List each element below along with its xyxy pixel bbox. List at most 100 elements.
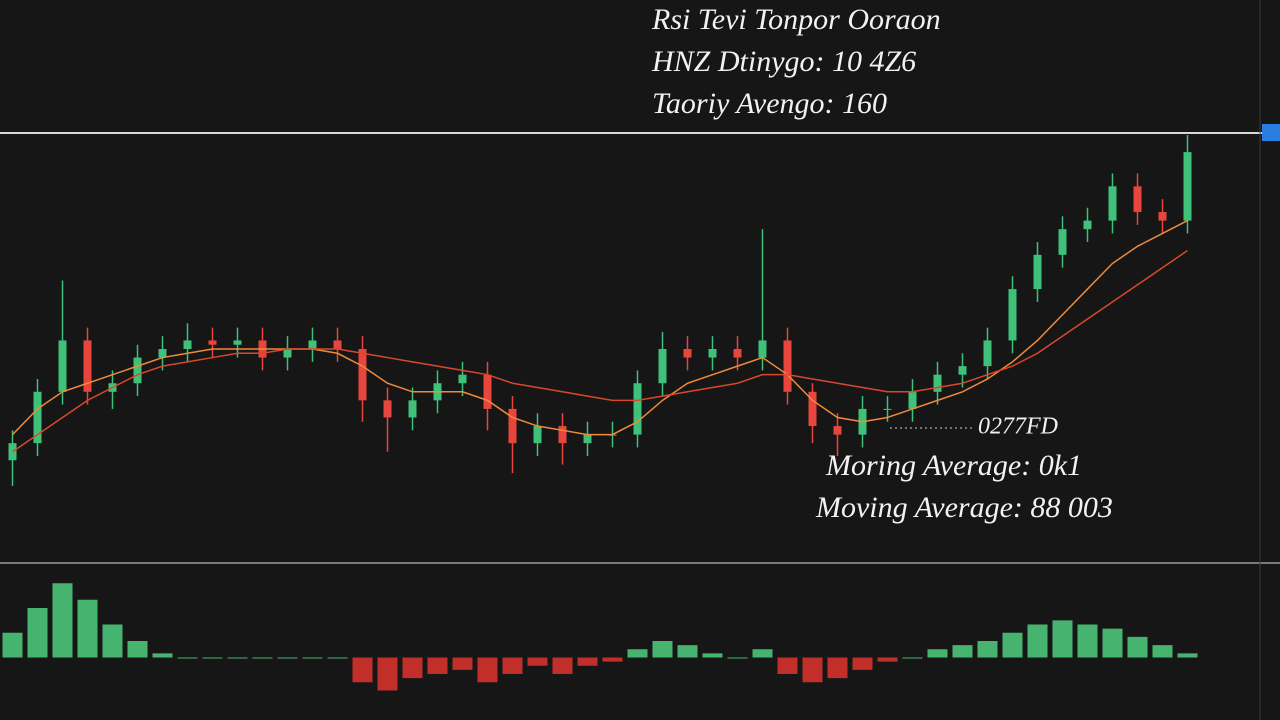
candle-body (1183, 152, 1192, 221)
annotation: 0277FD (978, 414, 1058, 440)
candle-body (83, 340, 92, 392)
histogram-bar (2, 632, 23, 658)
histogram-bar (1002, 632, 1023, 658)
histogram-bar (752, 649, 773, 658)
histogram-bar (702, 653, 723, 658)
histogram-bar (802, 657, 823, 683)
histogram-bar (852, 657, 873, 670)
histogram-bar (602, 657, 623, 662)
moving-average-line (12, 249, 1188, 453)
candle-body (483, 374, 492, 409)
candle-body (458, 374, 467, 384)
histogram-bar (727, 657, 748, 659)
candle-body (1083, 220, 1092, 230)
histogram-bar (77, 599, 98, 658)
histogram-bar (777, 657, 798, 674)
candle-body (558, 426, 567, 444)
histogram-bar (127, 641, 148, 658)
candle-body (33, 391, 42, 444)
histogram-bar (1127, 636, 1148, 658)
histogram-bar (452, 657, 473, 670)
candle-body (358, 349, 367, 401)
annotation: Taoriy Avengo: 160 (652, 87, 887, 120)
moving-average-line (11, 219, 1188, 436)
candle-body (133, 357, 142, 384)
candle-body (1033, 254, 1042, 290)
candle-body (333, 340, 342, 349)
histogram-bar (352, 657, 373, 683)
candle-body (658, 349, 667, 384)
histogram-bar (1152, 645, 1173, 658)
histogram-bar (277, 657, 298, 659)
histogram-bar (327, 657, 348, 659)
candle-body (833, 426, 842, 435)
candle-body (508, 408, 517, 444)
candle-body (1008, 289, 1017, 341)
candle-body (933, 374, 942, 392)
annotation: Rsi Tevi Tonpor Ooraon (651, 3, 941, 36)
histogram-bar (27, 608, 48, 658)
candle-body (158, 349, 167, 358)
histogram-bar (377, 657, 398, 691)
annotation: Moving Average: 88 003 (815, 491, 1113, 524)
candle-body (283, 349, 292, 358)
histogram-bar (927, 649, 948, 658)
candle-body (808, 391, 817, 427)
candle-body (758, 340, 767, 358)
candle-body (383, 400, 392, 418)
candle-body (208, 340, 217, 345)
histogram-bar (227, 657, 248, 659)
candle-body (408, 400, 417, 418)
histogram-bar (152, 653, 173, 658)
histogram-bar (302, 657, 323, 659)
candle-body (583, 434, 592, 444)
histogram-bar (402, 657, 423, 679)
histogram-bar (502, 657, 523, 674)
candle-body (183, 340, 192, 349)
candle-body (708, 349, 717, 358)
annotation: HNZ Dtinygo: 10 4Z6 (651, 45, 916, 78)
histogram-bar (1052, 620, 1073, 658)
histogram-bar (652, 641, 673, 658)
histogram-bar (577, 657, 598, 666)
histogram-bar (252, 657, 273, 659)
histogram-bar (902, 657, 923, 659)
histogram-bar (177, 657, 198, 659)
histogram-bar (1077, 624, 1098, 658)
candle-body (633, 383, 642, 435)
candle-body (533, 426, 542, 444)
candle-body (1133, 186, 1142, 213)
candle-body (958, 366, 967, 375)
histogram-bar (877, 657, 898, 662)
histogram-bar (477, 657, 498, 683)
histogram-bar (1027, 624, 1048, 658)
histogram-bar (952, 645, 973, 658)
histogram-bar (827, 657, 848, 679)
histogram-bar (202, 657, 223, 659)
annotation: Moring Average: 0k1 (825, 449, 1082, 482)
candle-body (1058, 229, 1067, 255)
candle-body (1108, 186, 1117, 221)
histogram-bar (1102, 628, 1123, 658)
candle-body (58, 340, 67, 392)
price-tag (1262, 124, 1280, 141)
candle-body (783, 340, 792, 392)
histogram-bar (627, 649, 648, 658)
histogram-bar (977, 641, 998, 658)
histogram-bar (102, 624, 123, 658)
histogram-bar (52, 583, 73, 658)
candle-body (308, 340, 317, 349)
candle-body (733, 349, 742, 358)
candle-body (1158, 212, 1167, 221)
candle-body (983, 340, 992, 367)
histogram-bar (427, 657, 448, 674)
histogram-bar (677, 645, 698, 658)
candle-body (683, 349, 692, 358)
candle-body (233, 340, 242, 345)
histogram-bar (527, 657, 548, 666)
histogram-bar (552, 657, 573, 674)
histogram-bar (1177, 653, 1198, 658)
